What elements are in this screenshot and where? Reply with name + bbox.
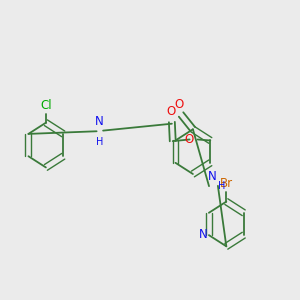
Text: Br: Br xyxy=(220,177,233,190)
Text: H: H xyxy=(96,136,103,146)
Text: O: O xyxy=(184,133,193,146)
Text: N: N xyxy=(208,169,217,182)
Text: N: N xyxy=(95,115,104,128)
Text: Cl: Cl xyxy=(40,99,52,112)
Text: O: O xyxy=(174,98,184,111)
Text: N: N xyxy=(199,228,207,241)
Text: H: H xyxy=(218,181,225,191)
Text: O: O xyxy=(166,105,176,118)
